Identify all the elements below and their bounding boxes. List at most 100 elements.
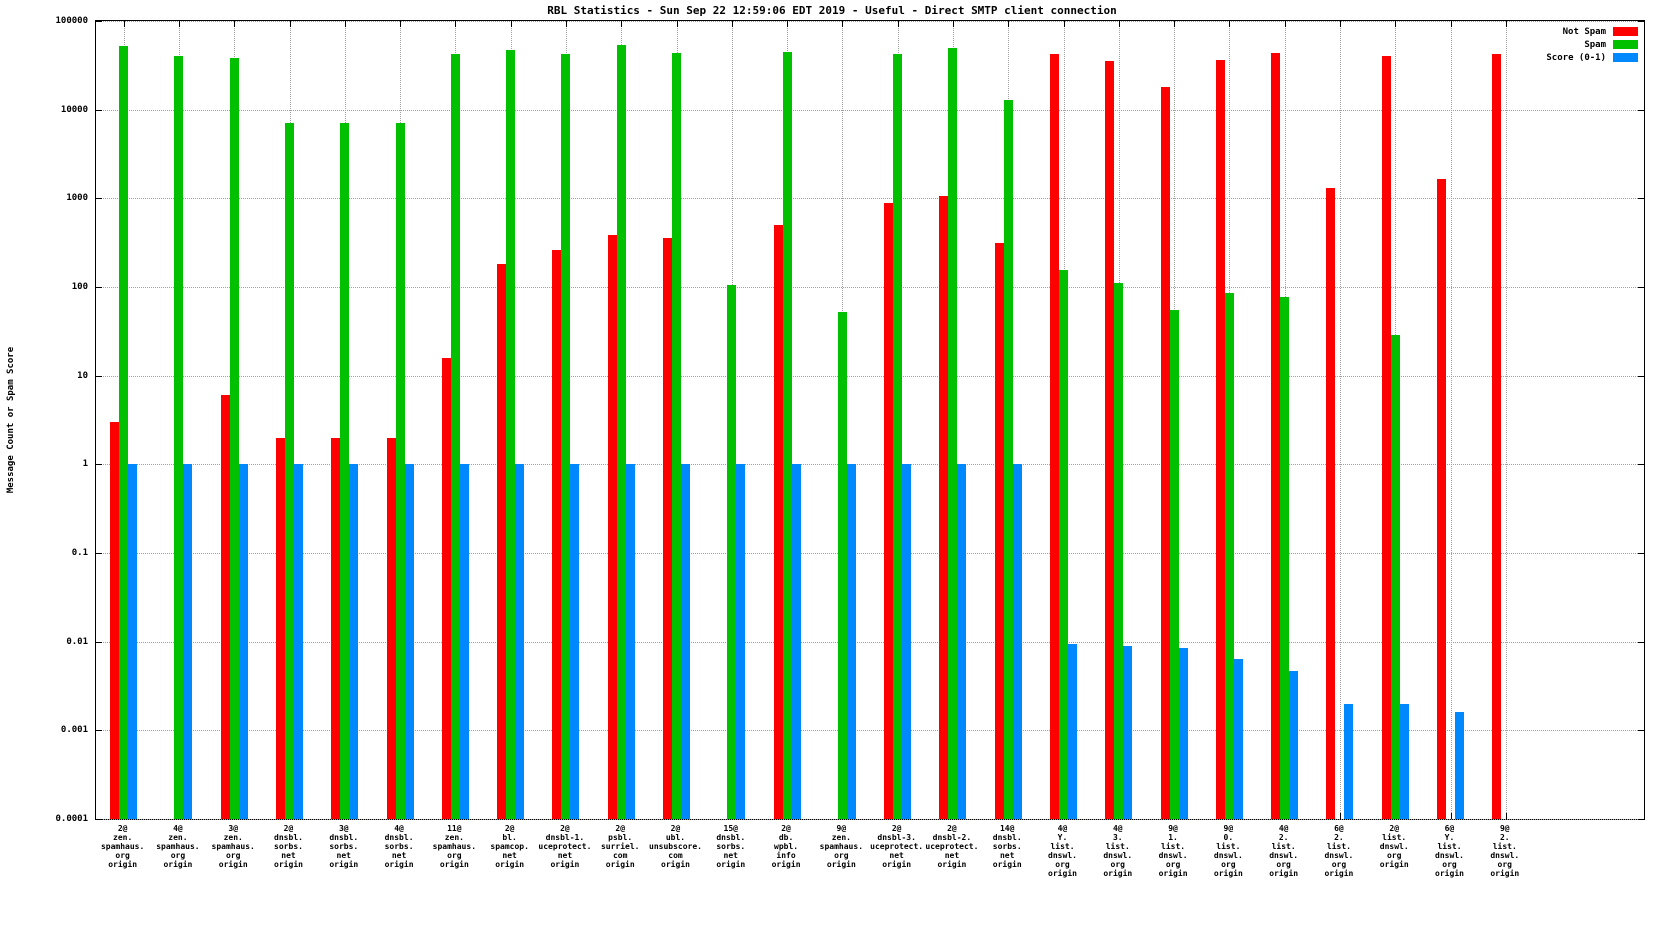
grid-line-h bbox=[96, 109, 1644, 111]
x-tick-label-line: sorbs. bbox=[384, 842, 414, 851]
x-tick-label-line: 9@ bbox=[1223, 824, 1234, 833]
legend-swatch bbox=[1613, 53, 1638, 62]
grid-line-v bbox=[1339, 21, 1341, 819]
x-tick-label: 2@ dnsbl. sorbs. net origin bbox=[261, 824, 317, 869]
x-tick-label: 15@ dnsbl. sorbs. net origin bbox=[703, 824, 759, 869]
bar-not-spam bbox=[1105, 61, 1115, 819]
x-tick-label-line: origin bbox=[992, 860, 1022, 869]
y-tick-label: 1000 bbox=[66, 193, 88, 204]
x-tick-label-line: dnsbl. bbox=[274, 833, 303, 842]
tick-mark bbox=[289, 21, 291, 27]
tick-mark bbox=[1505, 21, 1507, 27]
x-tick-labels: 2@ zen. spamhaus. org origin 4@ zen. spamhaus. o… bbox=[95, 824, 1645, 924]
x-tick-label-line: origin bbox=[329, 860, 359, 869]
tick-mark bbox=[96, 464, 102, 466]
x-tick-label-line: net bbox=[889, 851, 904, 860]
x-tick-label-line: dnswl. bbox=[1379, 842, 1409, 851]
x-tick-label: 9@ 0. list. dnswl. org origin bbox=[1200, 824, 1256, 878]
tick-mark bbox=[952, 21, 954, 27]
y-tick-label: 0.01 bbox=[66, 636, 88, 647]
bar-score-0-1 bbox=[404, 464, 414, 819]
x-tick-label-line: origin bbox=[1269, 869, 1299, 878]
legend-swatch bbox=[1613, 40, 1638, 49]
bar-spam bbox=[727, 285, 737, 819]
bar-spam bbox=[782, 51, 792, 819]
x-tick-label-line: origin bbox=[661, 860, 690, 869]
bar-not-spam bbox=[773, 225, 783, 819]
bar-not-spam bbox=[994, 243, 1004, 819]
x-tick-label-line: Y. bbox=[1444, 833, 1455, 842]
y-tick-label: 10 bbox=[77, 370, 88, 381]
bar-score-0-1 bbox=[294, 464, 303, 819]
bar-spam bbox=[1224, 293, 1234, 819]
x-tick-label-line: dnsbl. bbox=[992, 833, 1022, 842]
x-tick-label-line: org bbox=[1221, 860, 1236, 869]
x-tick-label-line: origin bbox=[1324, 869, 1354, 878]
x-tick-label-line: dnsbl-2. bbox=[932, 833, 972, 842]
tick-mark bbox=[96, 819, 102, 820]
bar-score-0-1 bbox=[515, 464, 525, 819]
x-tick-label-line: Y. bbox=[1057, 833, 1068, 842]
x-tick-label-line: 2@ bbox=[560, 824, 570, 833]
bar-not-spam bbox=[386, 437, 396, 819]
x-tick-label: 14@ dnsbl. sorbs. net origin bbox=[979, 824, 1035, 869]
x-tick-label-line: 4@ bbox=[1278, 824, 1289, 833]
x-tick-label-line: origin bbox=[605, 860, 635, 869]
x-tick-label-line: spamhaus. bbox=[211, 842, 255, 851]
bar-score-0-1 bbox=[238, 464, 248, 819]
x-tick-label-line: 4@ bbox=[394, 824, 404, 833]
grid-line-h bbox=[96, 287, 1644, 288]
bar-spam bbox=[1280, 296, 1290, 819]
x-tick-label-line: 2@ bbox=[504, 824, 515, 833]
x-tick-label-line: spamhaus. bbox=[819, 842, 864, 851]
bar-score-0-1 bbox=[349, 464, 359, 819]
bar-not-spam bbox=[1160, 87, 1170, 819]
x-tick-label-line: net bbox=[557, 851, 573, 860]
bar-not-spam bbox=[1492, 54, 1502, 819]
x-tick-label-line: origin bbox=[1048, 869, 1077, 878]
tick-mark bbox=[1118, 21, 1120, 27]
x-tick-label-line: org bbox=[1497, 860, 1512, 869]
tick-mark bbox=[1063, 21, 1065, 27]
x-tick-label-line: zen. bbox=[168, 833, 188, 842]
bar-spam bbox=[893, 54, 903, 819]
x-tick-label-line: sorbs. bbox=[329, 842, 359, 851]
x-tick-label-line: dnswl. bbox=[1103, 851, 1133, 860]
grid-line-h bbox=[96, 375, 1644, 377]
bar-spam bbox=[672, 52, 681, 819]
legend-swatch bbox=[1613, 27, 1638, 36]
bar-not-spam bbox=[1326, 188, 1336, 819]
legend-label: Spam bbox=[1584, 39, 1606, 50]
x-tick-label-line: list. bbox=[1216, 842, 1241, 851]
x-tick-label-line: zen. bbox=[223, 833, 243, 842]
x-tick-label: 11@ zen. spamhaus. org origin bbox=[426, 824, 482, 869]
x-tick-label-line: net bbox=[281, 851, 296, 860]
tick-mark bbox=[96, 553, 102, 554]
tick-mark bbox=[1229, 21, 1231, 27]
tick-mark bbox=[96, 109, 102, 111]
tick-mark bbox=[1638, 21, 1644, 22]
legend-label: Score (0-1) bbox=[1546, 52, 1606, 63]
x-tick-label-line: origin bbox=[771, 860, 801, 869]
bar-score-0-1 bbox=[1399, 703, 1409, 819]
y-tick-label: 100000 bbox=[55, 16, 88, 26]
tick-mark bbox=[178, 21, 180, 27]
bar-not-spam bbox=[276, 437, 285, 819]
x-tick-label-line: dnsbl. bbox=[329, 833, 359, 842]
x-tick-label: 4@ 3. list. dnswl. org origin bbox=[1090, 824, 1146, 878]
tick-mark bbox=[96, 198, 102, 200]
x-tick-label: 2@ dnsbl-2. uceprotect. net origin bbox=[924, 824, 980, 869]
x-tick-label: 2@ ubl. unsubscore. com origin bbox=[648, 824, 704, 869]
x-tick-label-line: dnswl. bbox=[1435, 851, 1464, 860]
y-tick-label: 10000 bbox=[60, 104, 88, 115]
x-tick-label: 3@ dnsbl. sorbs. net origin bbox=[316, 824, 372, 869]
x-tick-label-line: spamcop. bbox=[490, 842, 529, 851]
x-tick-label-line: dnsbl. bbox=[716, 833, 746, 842]
grid-line-h bbox=[96, 819, 1644, 820]
x-tick-label-line: unsubscore. bbox=[649, 842, 702, 851]
tick-mark bbox=[96, 21, 102, 22]
bar-not-spam bbox=[939, 196, 949, 819]
x-tick-label-line: 9@ bbox=[1499, 824, 1510, 833]
legend-entry: Spam bbox=[1546, 38, 1638, 51]
bar-spam bbox=[340, 123, 350, 819]
